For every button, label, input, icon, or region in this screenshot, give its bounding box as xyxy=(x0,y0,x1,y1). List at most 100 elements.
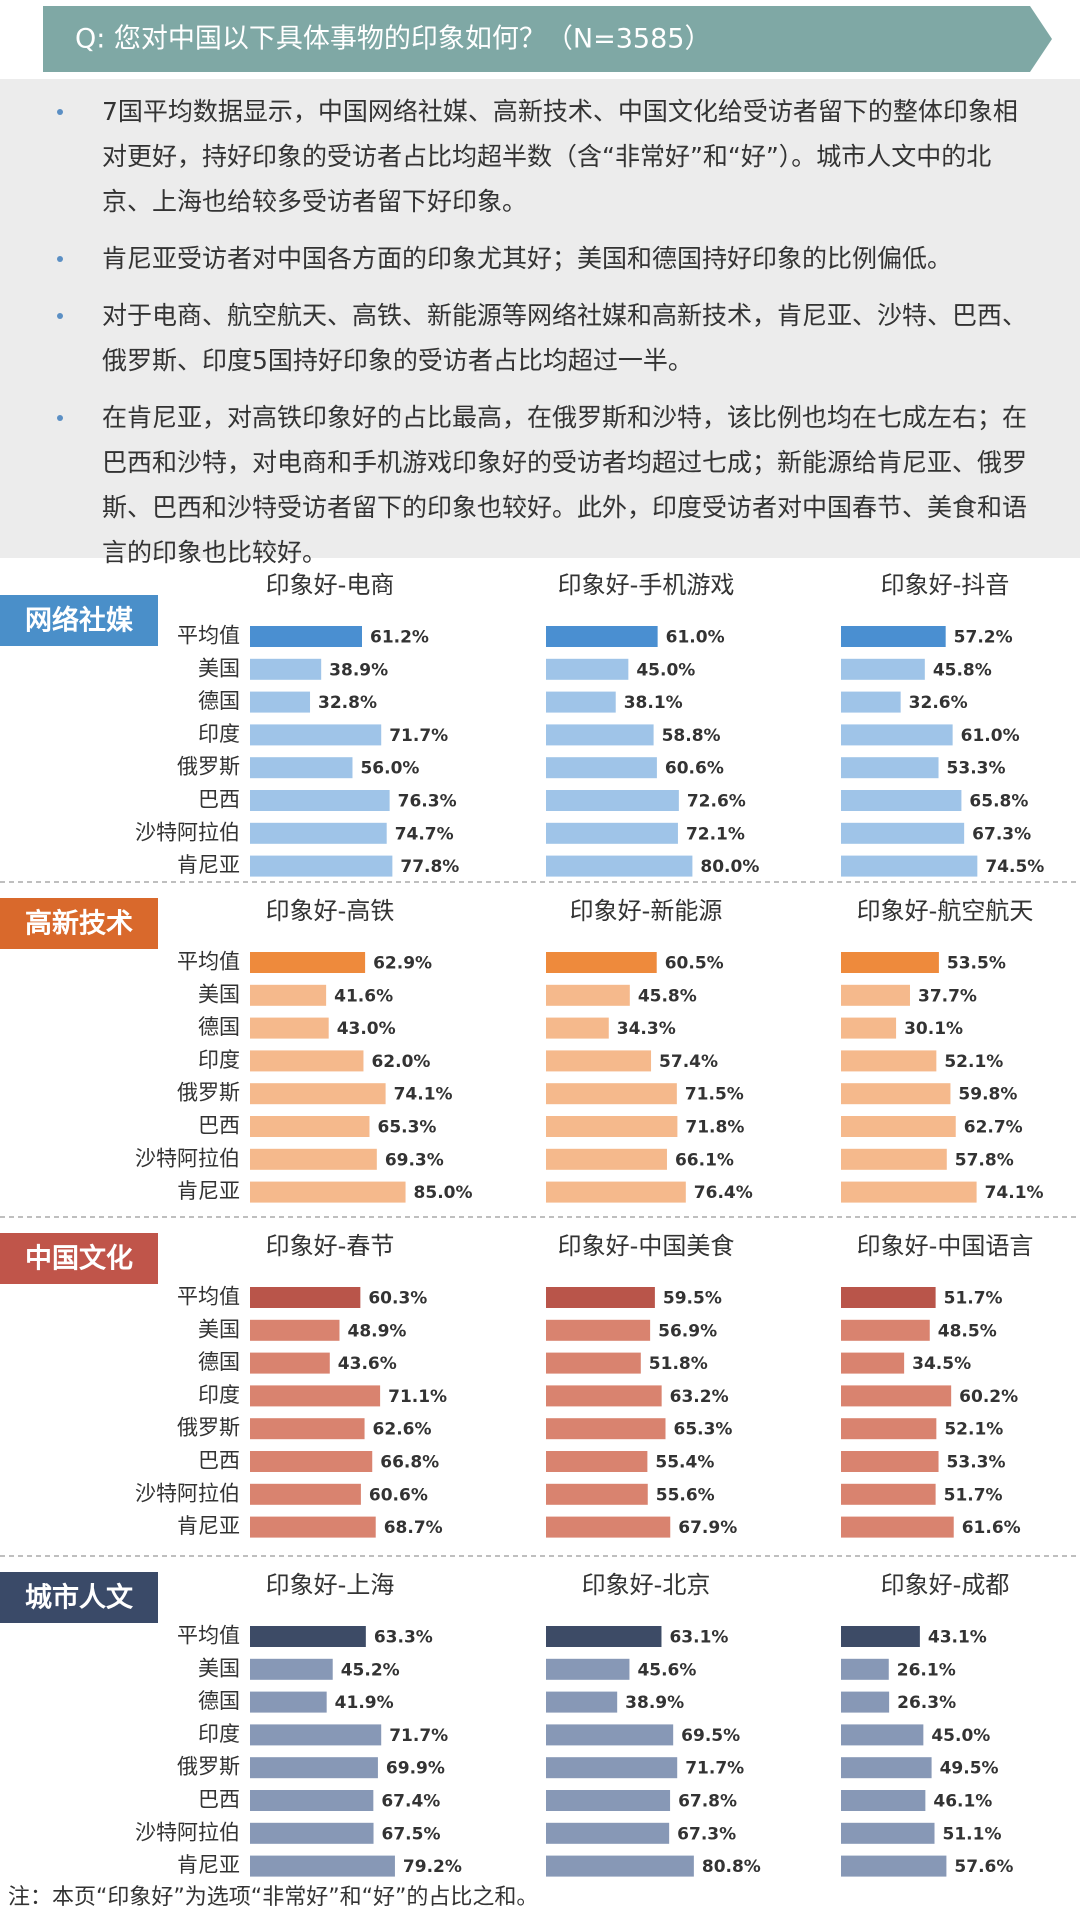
bar xyxy=(546,1083,677,1105)
category-label: 俄罗斯 xyxy=(177,1755,240,1779)
value-label: 74.7% xyxy=(395,824,454,844)
bar xyxy=(546,1691,618,1713)
value-label: 67.3% xyxy=(972,824,1031,844)
bar xyxy=(841,757,939,779)
category-label: 德国 xyxy=(198,1350,240,1374)
category-label: 俄罗斯 xyxy=(177,1416,240,1440)
value-label: 80.0% xyxy=(700,857,759,877)
value-label: 60.6% xyxy=(369,1485,428,1505)
category-label: 沙特阿拉伯 xyxy=(135,1481,240,1505)
category-label: 肯尼亚 xyxy=(177,1853,240,1877)
bar xyxy=(250,626,362,647)
bar xyxy=(546,1352,641,1374)
value-label: 51.1% xyxy=(943,1824,1002,1844)
value-label: 45.8% xyxy=(933,660,992,680)
bar xyxy=(546,724,654,746)
value-label: 60.6% xyxy=(665,759,724,779)
bar xyxy=(250,952,366,973)
bar xyxy=(250,1050,364,1072)
section-label-box xyxy=(0,1572,158,1623)
bar xyxy=(841,1418,937,1440)
value-label: 53.3% xyxy=(947,759,1006,779)
bar xyxy=(250,1352,330,1374)
panel-title: 印象好-航空航天 xyxy=(857,897,1034,925)
category-label: 沙特阿拉伯 xyxy=(135,1820,240,1844)
bar xyxy=(841,1483,936,1505)
panel-title: 印象好-抖音 xyxy=(881,571,1010,599)
value-label: 57.8% xyxy=(955,1150,1014,1170)
bar xyxy=(841,658,925,680)
category-label: 俄罗斯 xyxy=(177,755,240,779)
panel-title: 印象好-中国语言 xyxy=(857,1232,1034,1260)
bar xyxy=(546,1319,651,1341)
panel-title: 印象好-上海 xyxy=(266,1571,395,1599)
value-label: 52.1% xyxy=(944,1052,1003,1072)
category-label: 肯尼亚 xyxy=(177,1179,240,1203)
bar xyxy=(250,1855,395,1877)
value-label: 57.4% xyxy=(659,1052,718,1072)
value-label: 38.1% xyxy=(624,693,683,713)
value-label: 62.7% xyxy=(964,1118,1023,1138)
value-label: 74.1% xyxy=(985,1183,1044,1203)
value-label: 69.9% xyxy=(386,1759,445,1779)
category-label: 巴西 xyxy=(198,1788,240,1812)
value-label: 45.0% xyxy=(931,1726,990,1746)
bar xyxy=(841,952,939,973)
bar xyxy=(250,855,393,877)
category-label: 巴西 xyxy=(198,1114,240,1138)
value-label: 48.5% xyxy=(938,1321,997,1341)
category-label: 美国 xyxy=(198,1317,240,1341)
panel-title: 印象好-春节 xyxy=(266,1232,395,1260)
category-label: 沙特阿拉伯 xyxy=(135,1146,240,1170)
bar xyxy=(250,1017,329,1039)
bar xyxy=(250,1691,327,1713)
value-label: 60.3% xyxy=(368,1289,427,1309)
value-label: 26.1% xyxy=(897,1660,956,1680)
bar xyxy=(250,1385,381,1407)
category-label: 平均值 xyxy=(177,950,240,974)
bar xyxy=(546,1658,630,1680)
value-label: 51.8% xyxy=(649,1354,708,1374)
category-label: 平均值 xyxy=(177,1624,240,1648)
section-label: 城市人文 xyxy=(25,1582,134,1614)
bar xyxy=(841,1017,897,1039)
bar xyxy=(250,790,390,811)
value-label: 63.2% xyxy=(670,1387,729,1407)
value-label: 38.9% xyxy=(329,660,388,680)
bar xyxy=(546,1050,652,1072)
category-label: 巴西 xyxy=(198,1449,240,1473)
value-label: 56.0% xyxy=(360,759,419,779)
value-label: 59.5% xyxy=(663,1289,722,1309)
panel-title: 印象好-中国美食 xyxy=(558,1232,735,1260)
value-label: 53.3% xyxy=(947,1453,1006,1473)
value-label: 71.7% xyxy=(389,726,448,746)
category-label: 德国 xyxy=(198,689,240,713)
value-label: 67.9% xyxy=(678,1518,737,1538)
bar xyxy=(841,1516,954,1538)
bar xyxy=(841,855,978,877)
value-label: 62.9% xyxy=(373,954,432,974)
panel-title: 印象好-新能源 xyxy=(570,897,723,925)
panel-title: 印象好-手机游戏 xyxy=(558,571,735,599)
bar xyxy=(546,1181,686,1203)
bar xyxy=(546,1483,648,1505)
category-label: 印度 xyxy=(198,1048,240,1072)
bar xyxy=(250,1822,374,1844)
value-label: 51.7% xyxy=(944,1485,1003,1505)
value-label: 66.1% xyxy=(675,1150,734,1170)
bar xyxy=(841,1181,977,1203)
panel-title: 印象好-电商 xyxy=(266,571,395,599)
bar xyxy=(250,1287,361,1308)
section-label-box xyxy=(0,898,158,949)
category-label: 美国 xyxy=(198,1656,240,1680)
bar xyxy=(546,1626,662,1647)
bar xyxy=(546,855,693,877)
value-label: 62.0% xyxy=(371,1052,430,1072)
value-label: 32.8% xyxy=(318,693,377,713)
value-label: 71.1% xyxy=(388,1387,447,1407)
bar xyxy=(250,757,353,779)
bar xyxy=(841,822,965,844)
header-banner xyxy=(43,6,1052,72)
value-label: 52.1% xyxy=(944,1420,1003,1440)
category-label: 美国 xyxy=(198,982,240,1006)
